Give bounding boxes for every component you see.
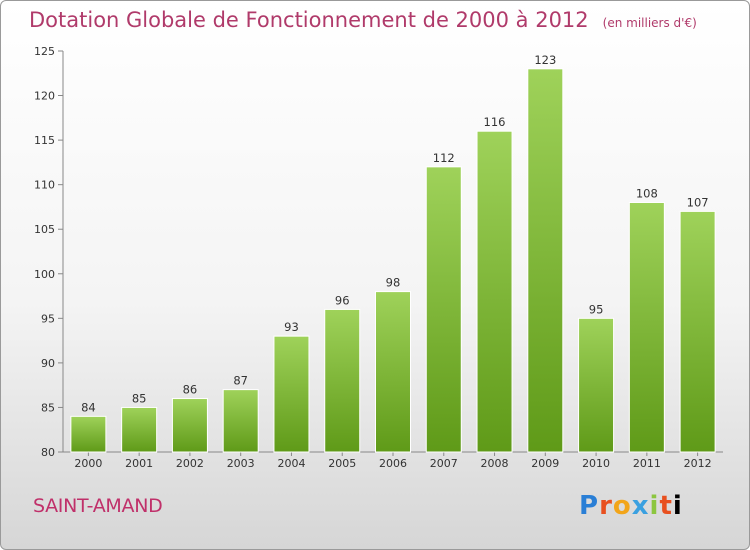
y-tick-label: 110 xyxy=(34,179,55,192)
proxiti-logo: Proxiti xyxy=(579,491,683,521)
x-tick-label: 2005 xyxy=(328,457,356,470)
y-tick-label: 105 xyxy=(34,223,55,236)
logo-letter: i xyxy=(649,491,660,521)
x-tick-label: 2006 xyxy=(379,457,407,470)
data-label: 84 xyxy=(81,400,96,414)
x-tick-label: 2002 xyxy=(176,457,204,470)
bar xyxy=(578,317,615,453)
x-tick-label: 2009 xyxy=(531,457,559,470)
commune-name: SAINT-AMAND xyxy=(33,495,163,517)
bar xyxy=(527,68,564,453)
bar xyxy=(222,389,259,453)
bar xyxy=(425,166,462,453)
x-tick-label: 2004 xyxy=(277,457,305,470)
data-label: 95 xyxy=(589,302,604,316)
bar xyxy=(375,291,411,453)
x-tick-label: 2007 xyxy=(430,457,458,470)
bar xyxy=(273,335,310,453)
logo-letter: i xyxy=(672,491,683,521)
data-label: 93 xyxy=(284,320,299,334)
y-tick-label: 120 xyxy=(34,90,55,103)
x-tick-label: 2000 xyxy=(74,457,102,470)
chart-bars xyxy=(70,68,716,453)
y-tick-label: 100 xyxy=(34,268,55,281)
chart-axes: 80 85 90 95 100 105 110 115 120 125 2000 2001 2002 20… xyxy=(34,45,723,470)
x-tick-label: 2011 xyxy=(633,457,661,470)
logo-letter: x xyxy=(631,491,650,521)
data-label: 98 xyxy=(386,276,401,290)
x-tick-label: 2012 xyxy=(684,457,712,470)
chart-unit: (en milliers d'€) xyxy=(602,16,697,30)
data-label: 96 xyxy=(335,293,350,307)
data-label: 87 xyxy=(233,374,248,388)
data-label: 116 xyxy=(484,115,506,129)
y-tick-label: 90 xyxy=(41,357,55,370)
data-label: 86 xyxy=(183,383,198,397)
bar xyxy=(476,130,513,453)
x-tick-label: 2003 xyxy=(227,457,255,470)
data-label: 107 xyxy=(687,195,709,209)
chart-title-text: Dotation Globale de Fonctionnement de 20… xyxy=(29,8,589,32)
data-label: 108 xyxy=(636,186,658,200)
bar xyxy=(628,201,665,453)
y-tick-label: 80 xyxy=(41,446,55,459)
logo-letter: P xyxy=(579,491,600,521)
logo-letter: t xyxy=(659,491,673,521)
chart-title: Dotation Globale de Fonctionnement de 20… xyxy=(29,8,697,32)
y-tick-label: 95 xyxy=(41,312,55,325)
bar xyxy=(679,210,716,453)
data-label: 123 xyxy=(534,53,556,67)
y-tick-label: 125 xyxy=(34,45,55,58)
logo-letter: o xyxy=(612,491,632,521)
data-label: 85 xyxy=(132,391,147,405)
x-tick-label: 2001 xyxy=(125,457,153,470)
x-tick-label: 2010 xyxy=(582,457,610,470)
y-tick-label: 85 xyxy=(41,401,55,414)
y-tick-label: 115 xyxy=(34,134,55,147)
logo-letter: r xyxy=(599,491,613,521)
data-label: 112 xyxy=(433,151,455,165)
x-tick-label: 2008 xyxy=(481,457,509,470)
bar xyxy=(171,398,208,453)
bar xyxy=(324,308,361,453)
bar xyxy=(121,406,158,453)
chart-data-labels: 84 85 86 87 93 96 98 112 116 123 95 108 107 xyxy=(81,53,709,415)
bar xyxy=(70,415,107,453)
